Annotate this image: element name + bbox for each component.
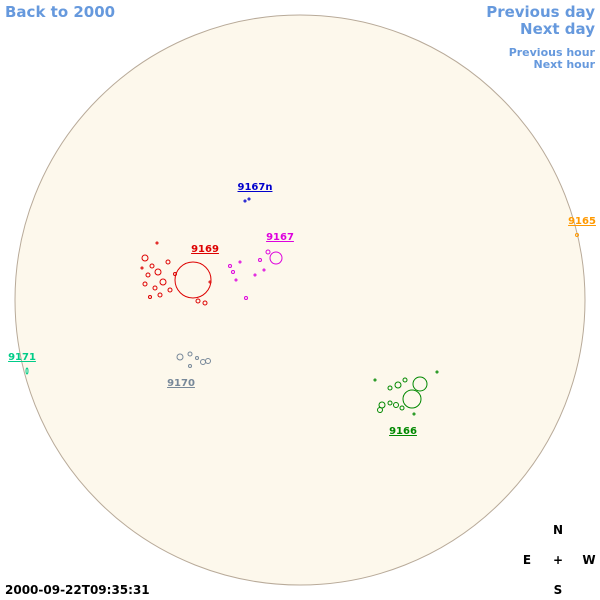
region-label[interactable]: 9167n bbox=[238, 182, 273, 193]
timestamp: 2000-09-22T09:35:31 bbox=[5, 583, 150, 597]
sunspot-contours bbox=[25, 197, 579, 416]
back-link[interactable]: Back to 2000 bbox=[5, 3, 115, 21]
compass-center: + bbox=[553, 553, 563, 567]
region-label[interactable]: 9165 bbox=[568, 216, 596, 227]
region-label[interactable]: 9166 bbox=[389, 426, 417, 437]
region-label[interactable]: 9170 bbox=[167, 378, 195, 389]
previous-hour-link[interactable]: Previous hour bbox=[509, 46, 596, 59]
compass-east: E bbox=[523, 553, 531, 567]
region-label[interactable]: 9167 bbox=[266, 232, 294, 243]
compass-north: N bbox=[553, 523, 563, 537]
solar-disk bbox=[14, 14, 586, 586]
compass-south: S bbox=[554, 583, 563, 597]
region-label[interactable]: 9169 bbox=[191, 244, 219, 255]
compass-west: W bbox=[582, 553, 595, 567]
region-label[interactable]: 9171 bbox=[8, 352, 36, 363]
previous-day-link[interactable]: Previous day bbox=[486, 3, 595, 21]
next-day-link[interactable]: Next day bbox=[520, 20, 595, 38]
next-hour-link[interactable]: Next hour bbox=[534, 58, 596, 71]
